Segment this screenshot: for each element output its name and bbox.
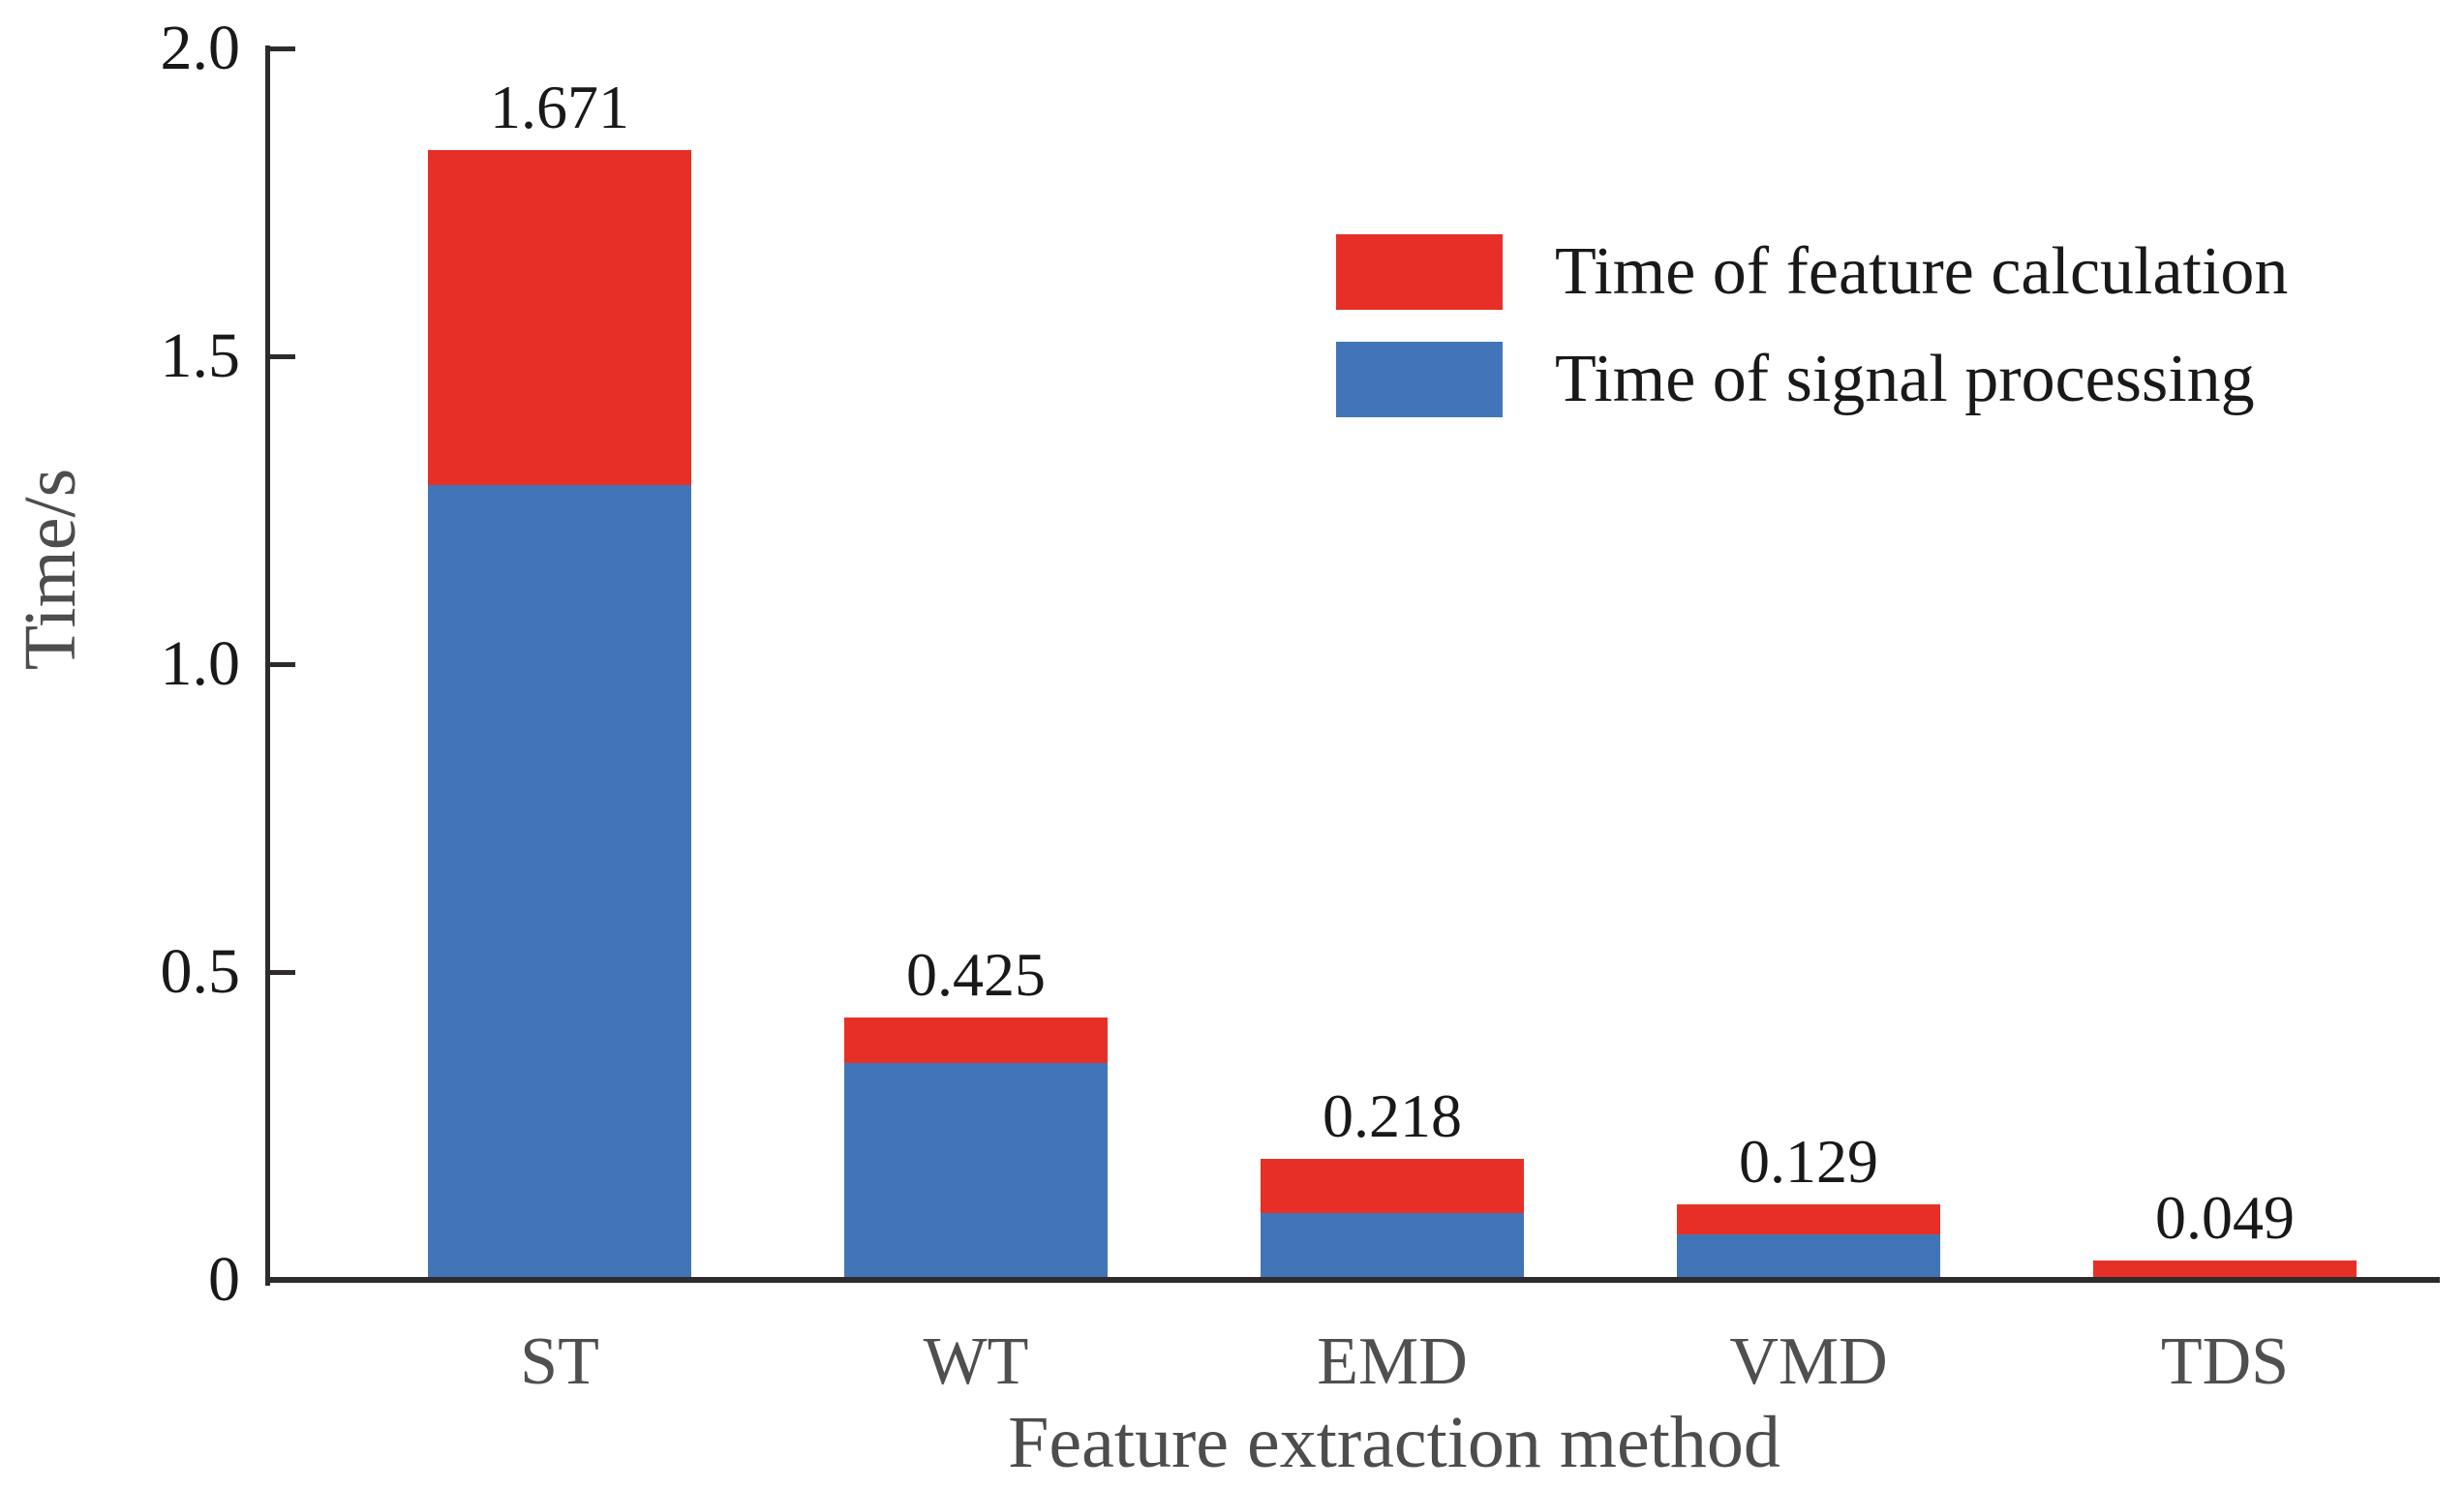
y-axis-line <box>265 46 270 1286</box>
bar-segment-feature-calculation <box>2093 1261 2357 1280</box>
bar-segment-signal-processing <box>428 485 691 1280</box>
bar-segment-feature-calculation <box>1261 1159 1524 1213</box>
category-label: EMD <box>1317 1324 1468 1399</box>
y-tick-label: 2.0 <box>160 13 241 83</box>
bar-segment-signal-processing <box>844 1063 1108 1280</box>
bar-total-label: 0.425 <box>906 940 1046 1009</box>
category-label: VMD <box>1729 1324 1888 1399</box>
bar-segment-signal-processing <box>1677 1234 1940 1280</box>
bar-total-label: 1.671 <box>490 73 629 141</box>
y-tick <box>270 46 295 51</box>
bar-segment-signal-processing <box>1261 1213 1524 1280</box>
y-tick <box>270 662 295 667</box>
legend-label-signal-processing: Time of signal processing <box>1555 342 2255 416</box>
legend: Time of feature calculation Time of sign… <box>1336 234 2288 417</box>
y-tick-label: 1.0 <box>160 628 241 699</box>
legend-swatch-blue <box>1336 342 1503 417</box>
y-tick-label: 1.5 <box>160 320 241 391</box>
bar-segment-feature-calculation <box>1677 1204 1940 1234</box>
bar-total-label: 0.129 <box>1739 1127 1878 1196</box>
legend-item-feature-calculation: Time of feature calculation <box>1336 234 2288 310</box>
y-axis-title: Time/s <box>10 468 91 671</box>
legend-item-signal-processing: Time of signal processing <box>1336 342 2288 417</box>
legend-label-feature-calculation: Time of feature calculation <box>1555 234 2289 309</box>
bar-total-label: 0.049 <box>2155 1183 2295 1252</box>
x-axis-title: Feature extraction method <box>1008 1402 1780 1483</box>
legend-swatch-red <box>1336 234 1503 310</box>
category-label: ST <box>520 1324 599 1399</box>
y-tick <box>270 970 295 975</box>
y-tick-label: 0.5 <box>160 936 241 1007</box>
y-tick <box>270 354 295 359</box>
bar-total-label: 0.218 <box>1323 1081 1462 1150</box>
category-label: WT <box>923 1324 1029 1399</box>
category-label: TDS <box>2160 1324 2290 1399</box>
x-axis-line <box>265 1277 2440 1283</box>
y-tick-label: 0 <box>208 1244 240 1315</box>
bar-segment-feature-calculation <box>428 150 691 485</box>
bar-segment-feature-calculation <box>844 1018 1108 1063</box>
